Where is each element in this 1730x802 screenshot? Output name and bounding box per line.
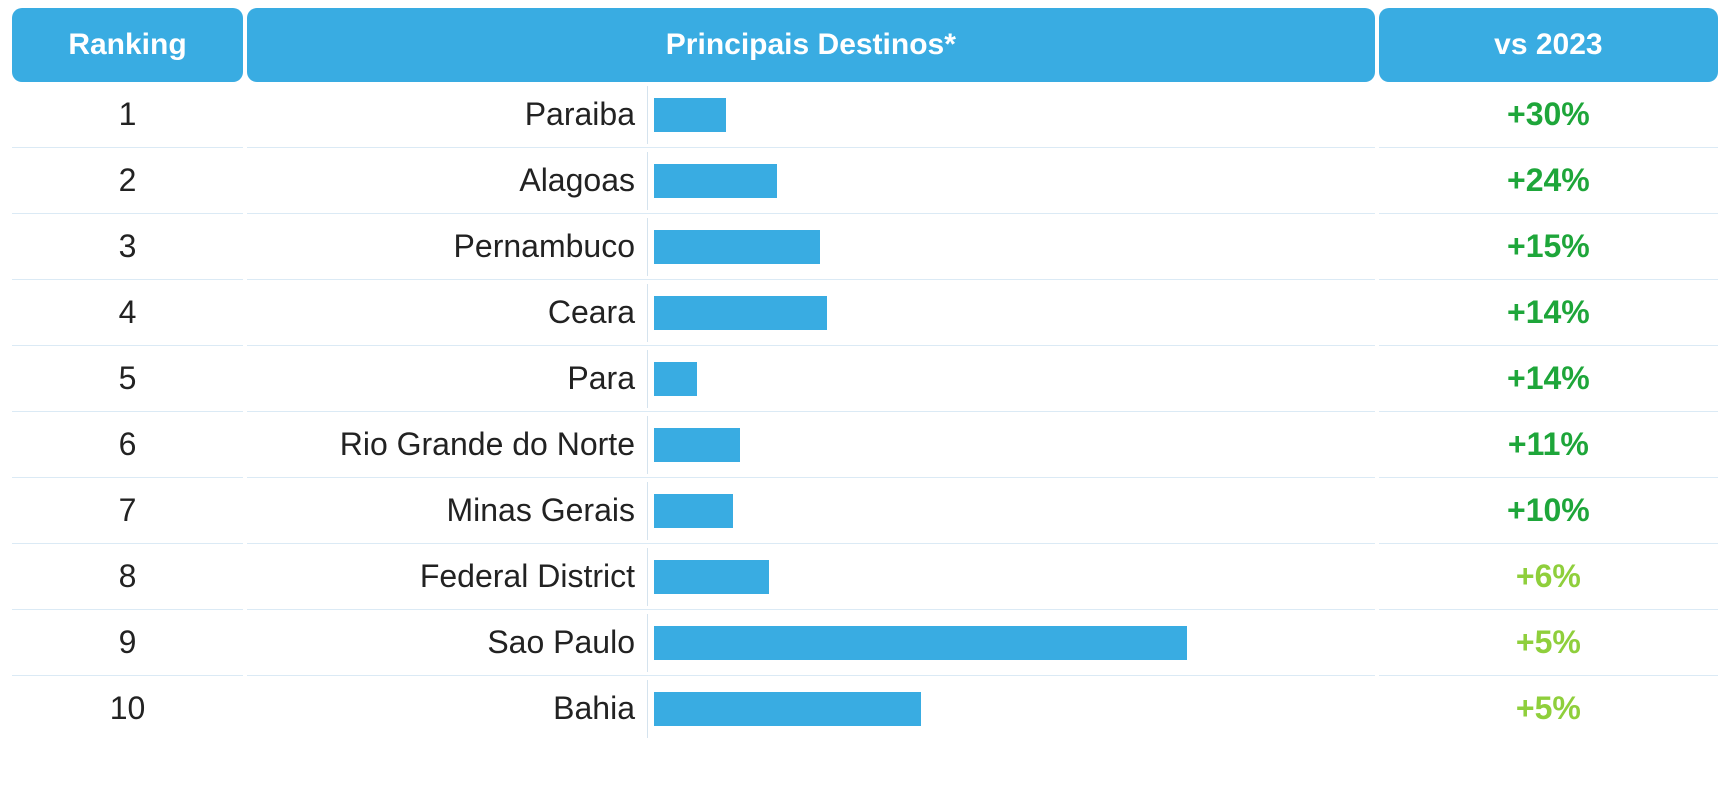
destination-label: Para	[247, 360, 647, 397]
rank-cell: 4	[12, 280, 243, 346]
bar	[654, 494, 733, 528]
destination-inner: Bahia	[247, 680, 1375, 738]
destination-cell: Pernambuco	[247, 214, 1375, 280]
table-row: 6Rio Grande do Norte +11%	[12, 412, 1718, 478]
bar	[654, 560, 769, 594]
bar-container	[647, 350, 1375, 408]
rank-cell: 6	[12, 412, 243, 478]
destination-cell: Minas Gerais	[247, 478, 1375, 544]
table-row: 4Ceara +14%	[12, 280, 1718, 346]
table-row: 9Sao Paulo +5%	[12, 610, 1718, 676]
destination-inner: Ceara	[247, 284, 1375, 342]
rank-cell: 1	[12, 82, 243, 148]
destination-cell: Sao Paulo	[247, 610, 1375, 676]
destination-cell: Bahia	[247, 676, 1375, 741]
bar	[654, 230, 820, 264]
table-body: 1Paraiba+30%2Alagoas+24%3Pernambuco+15%4…	[12, 82, 1718, 741]
bar-container	[647, 416, 1375, 474]
destination-label: Federal District	[247, 558, 647, 595]
vs2023-cell: +30%	[1379, 82, 1718, 148]
rank-cell: 5	[12, 346, 243, 412]
destination-inner: Alagoas	[247, 152, 1375, 210]
rank-cell: 10	[12, 676, 243, 741]
vs2023-cell: +24%	[1379, 148, 1718, 214]
header-destinos: Principais Destinos*	[247, 8, 1375, 82]
bar-container	[647, 284, 1375, 342]
bar	[654, 692, 921, 726]
destination-cell: Para	[247, 346, 1375, 412]
destination-inner: Rio Grande do Norte	[247, 416, 1375, 474]
rank-cell: 9	[12, 610, 243, 676]
vs2023-cell: +6%	[1379, 544, 1718, 610]
table-row: 8Federal District +6%	[12, 544, 1718, 610]
destination-cell: Ceara	[247, 280, 1375, 346]
bar-container	[647, 86, 1375, 144]
bar-container	[647, 152, 1375, 210]
bar-container	[647, 614, 1375, 672]
destination-label: Pernambuco	[247, 228, 647, 265]
vs2023-cell: +10%	[1379, 478, 1718, 544]
bar-container	[647, 548, 1375, 606]
bar	[654, 296, 827, 330]
vs2023-cell: +5%	[1379, 676, 1718, 741]
destination-label: Bahia	[247, 690, 647, 727]
bar	[654, 626, 1187, 660]
destination-label: Minas Gerais	[247, 492, 647, 529]
vs2023-cell: +14%	[1379, 280, 1718, 346]
rank-cell: 2	[12, 148, 243, 214]
table-row: 5Para +14%	[12, 346, 1718, 412]
bar-container	[647, 680, 1375, 738]
table-row: 10Bahia +5%	[12, 676, 1718, 741]
destination-cell: Alagoas	[247, 148, 1375, 214]
destination-cell: Federal District	[247, 544, 1375, 610]
vs2023-cell: +5%	[1379, 610, 1718, 676]
destination-cell: Paraiba	[247, 82, 1375, 148]
bar	[654, 164, 777, 198]
destination-label: Sao Paulo	[247, 624, 647, 661]
table-row: 3Pernambuco +15%	[12, 214, 1718, 280]
header-vs2023: vs 2023	[1379, 8, 1718, 82]
bar-container	[647, 218, 1375, 276]
vs2023-cell: +14%	[1379, 346, 1718, 412]
destination-inner: Minas Gerais	[247, 482, 1375, 540]
destination-inner: Paraiba	[247, 86, 1375, 144]
destination-inner: Para	[247, 350, 1375, 408]
table-row: 1Paraiba +30%	[12, 82, 1718, 148]
rank-cell: 7	[12, 478, 243, 544]
destination-inner: Federal District	[247, 548, 1375, 606]
destinations-ranking-table: Ranking Principais Destinos* vs 2023 1Pa…	[8, 8, 1722, 741]
bar	[654, 98, 726, 132]
table-header-row: Ranking Principais Destinos* vs 2023	[12, 8, 1718, 82]
bar-container	[647, 482, 1375, 540]
table-row: 7Minas Gerais +10%	[12, 478, 1718, 544]
destination-inner: Sao Paulo	[247, 614, 1375, 672]
rank-cell: 8	[12, 544, 243, 610]
destination-cell: Rio Grande do Norte	[247, 412, 1375, 478]
vs2023-cell: +11%	[1379, 412, 1718, 478]
table-row: 2Alagoas +24%	[12, 148, 1718, 214]
destination-label: Alagoas	[247, 162, 647, 199]
vs2023-cell: +15%	[1379, 214, 1718, 280]
destination-inner: Pernambuco	[247, 218, 1375, 276]
bar	[654, 362, 697, 396]
bar	[654, 428, 740, 462]
header-ranking: Ranking	[12, 8, 243, 82]
destination-label: Rio Grande do Norte	[247, 426, 647, 463]
destination-label: Paraiba	[247, 96, 647, 133]
rank-cell: 3	[12, 214, 243, 280]
destination-label: Ceara	[247, 294, 647, 331]
